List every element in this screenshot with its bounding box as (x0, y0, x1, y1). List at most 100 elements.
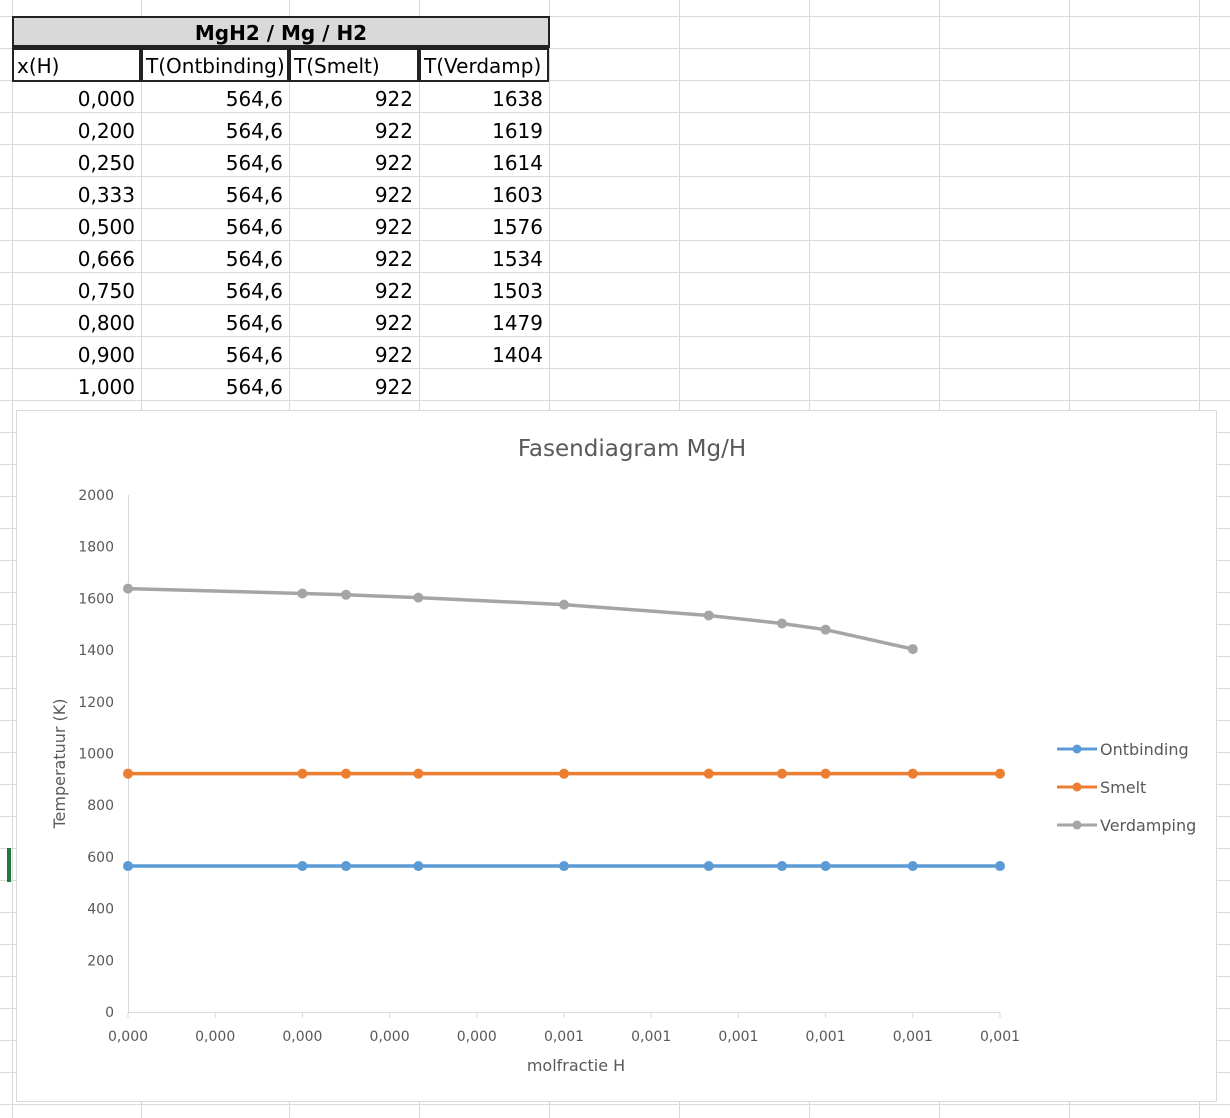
data-point-ontbinding (820, 861, 831, 872)
table-cell[interactable]: 564,6 (225, 183, 283, 207)
y-tick-label: 1000 (78, 747, 114, 763)
data-point-ontbinding (341, 861, 351, 872)
data-point-verdamping (413, 592, 424, 603)
table-cell[interactable]: 0,500 (77, 215, 135, 239)
table-cell[interactable]: 0,333 (77, 183, 135, 207)
column-header[interactable]: T(Ontbinding) (141, 48, 289, 82)
table-cell[interactable]: 1638 (492, 87, 543, 111)
legend-marker-verdamping (1072, 820, 1082, 830)
data-point-ontbinding (297, 861, 308, 872)
y-tick-label: 400 (87, 902, 114, 918)
table-cell[interactable]: 1503 (492, 279, 543, 303)
chart-title: Fasendiagram Mg/H (518, 436, 746, 462)
data-point-verdamping (559, 599, 569, 610)
column-header[interactable]: T(Smelt) (289, 48, 419, 82)
data-point-smelt (777, 768, 787, 779)
table-cell[interactable]: 922 (374, 119, 413, 143)
y-tick-label: 600 (87, 850, 114, 866)
x-tick-label: 0,001 (718, 1029, 758, 1045)
table-cell[interactable]: 922 (374, 343, 413, 367)
table-cell[interactable]: 564,6 (225, 151, 283, 175)
y-tick-label: 0 (105, 1005, 114, 1021)
table-cell[interactable] (419, 370, 549, 402)
data-point-ontbinding (777, 861, 787, 872)
table-cell[interactable]: 922 (374, 215, 413, 239)
y-tick-label: 200 (87, 953, 114, 969)
table-cell[interactable]: 1603 (492, 183, 543, 207)
row-selection-marker (7, 848, 11, 882)
table-cell[interactable]: 0,800 (77, 311, 135, 335)
x-tick-label: 0,001 (893, 1029, 933, 1045)
legend-label-ontbinding: Ontbinding (1100, 740, 1189, 759)
table-cell[interactable]: 1619 (492, 119, 543, 143)
x-tick-label: 0,000 (195, 1029, 235, 1045)
table-cell[interactable]: 922 (374, 87, 413, 111)
table-title[interactable]: MgH2 / Mg / H2 (12, 16, 550, 48)
x-tick-label: 0,001 (544, 1029, 584, 1045)
data-point-smelt (297, 768, 308, 779)
table-cell[interactable]: 564,6 (225, 247, 283, 271)
data-point-verdamping (297, 588, 308, 599)
y-tick-label: 1800 (78, 540, 114, 556)
legend-label-verdamping: Verdamping (1100, 816, 1196, 835)
data-point-smelt (703, 768, 714, 779)
x-tick-label: 0,000 (457, 1029, 497, 1045)
table-cell[interactable]: 0,250 (77, 151, 135, 175)
data-point-ontbinding (559, 861, 569, 872)
y-tick-label: 1400 (78, 643, 114, 659)
table-cell[interactable]: 0,900 (77, 343, 135, 367)
table-cell[interactable]: 564,6 (225, 119, 283, 143)
data-point-smelt (995, 768, 1005, 779)
chart[interactable]: Fasendiagram Mg/H 0 200 400 600 800 1000 1200 14… (16, 410, 1217, 1102)
table-cell[interactable]: 0,750 (77, 279, 135, 303)
table-cell[interactable]: 922 (374, 279, 413, 303)
y-axis-label: Temperatuur (K) (50, 698, 69, 829)
data-point-verdamping (123, 583, 133, 594)
table-cell[interactable]: 564,6 (225, 311, 283, 335)
data-point-smelt (820, 768, 831, 779)
table-cell[interactable]: 1,000 (77, 375, 135, 399)
column-header[interactable]: x(H) (12, 48, 141, 82)
x-tick-label: 0,000 (282, 1029, 322, 1045)
table-cell[interactable]: 564,6 (225, 87, 283, 111)
y-tick-label: 1600 (78, 591, 114, 607)
data-point-ontbinding (703, 861, 714, 872)
table-cell[interactable]: 1614 (492, 151, 543, 175)
y-tick-label: 800 (87, 798, 114, 814)
table-cell[interactable]: 922 (374, 311, 413, 335)
data-point-ontbinding (995, 861, 1005, 872)
data-point-smelt (907, 768, 918, 779)
data-point-smelt (123, 768, 133, 779)
table-cell[interactable]: 564,6 (225, 279, 283, 303)
data-point-smelt (413, 768, 424, 779)
data-point-ontbinding (413, 861, 424, 872)
x-tick-label: 0,001 (980, 1029, 1020, 1045)
table-cell[interactable]: 0,666 (77, 247, 135, 271)
table-cell[interactable]: 0,000 (77, 87, 135, 111)
table-cell[interactable]: 1576 (492, 215, 543, 239)
x-tick-label: 0,001 (631, 1029, 671, 1045)
column-header[interactable]: T(Verdamp) (419, 48, 549, 82)
x-tick-label: 0,001 (806, 1029, 846, 1045)
x-axis-label: molfractie H (527, 1056, 625, 1075)
table-cell[interactable]: 922 (374, 151, 413, 175)
table-cell[interactable]: 0,200 (77, 119, 135, 143)
y-tick-label: 2000 (78, 488, 114, 504)
table-cell[interactable]: 1404 (492, 343, 543, 367)
data-point-verdamping (907, 644, 918, 655)
data-point-smelt (341, 768, 351, 779)
chart-svg: Fasendiagram Mg/H 0 200 400 600 800 1000 1200 14… (50, 436, 1196, 1075)
table-cell[interactable]: 1479 (492, 311, 543, 335)
table-cell[interactable]: 1534 (492, 247, 543, 271)
table-cell[interactable]: 564,6 (225, 343, 283, 367)
table-cell[interactable]: 564,6 (225, 215, 283, 239)
table-cell[interactable]: 922 (374, 375, 413, 399)
legend-marker-smelt (1072, 782, 1082, 792)
data-point-smelt (559, 768, 569, 779)
data-point-verdamping (820, 624, 831, 635)
table-cell[interactable]: 922 (374, 183, 413, 207)
table-cell[interactable]: 564,6 (225, 375, 283, 399)
table-cell[interactable]: 922 (374, 247, 413, 271)
series-line-verdamping (127, 586, 914, 651)
data-point-verdamping (777, 618, 787, 629)
